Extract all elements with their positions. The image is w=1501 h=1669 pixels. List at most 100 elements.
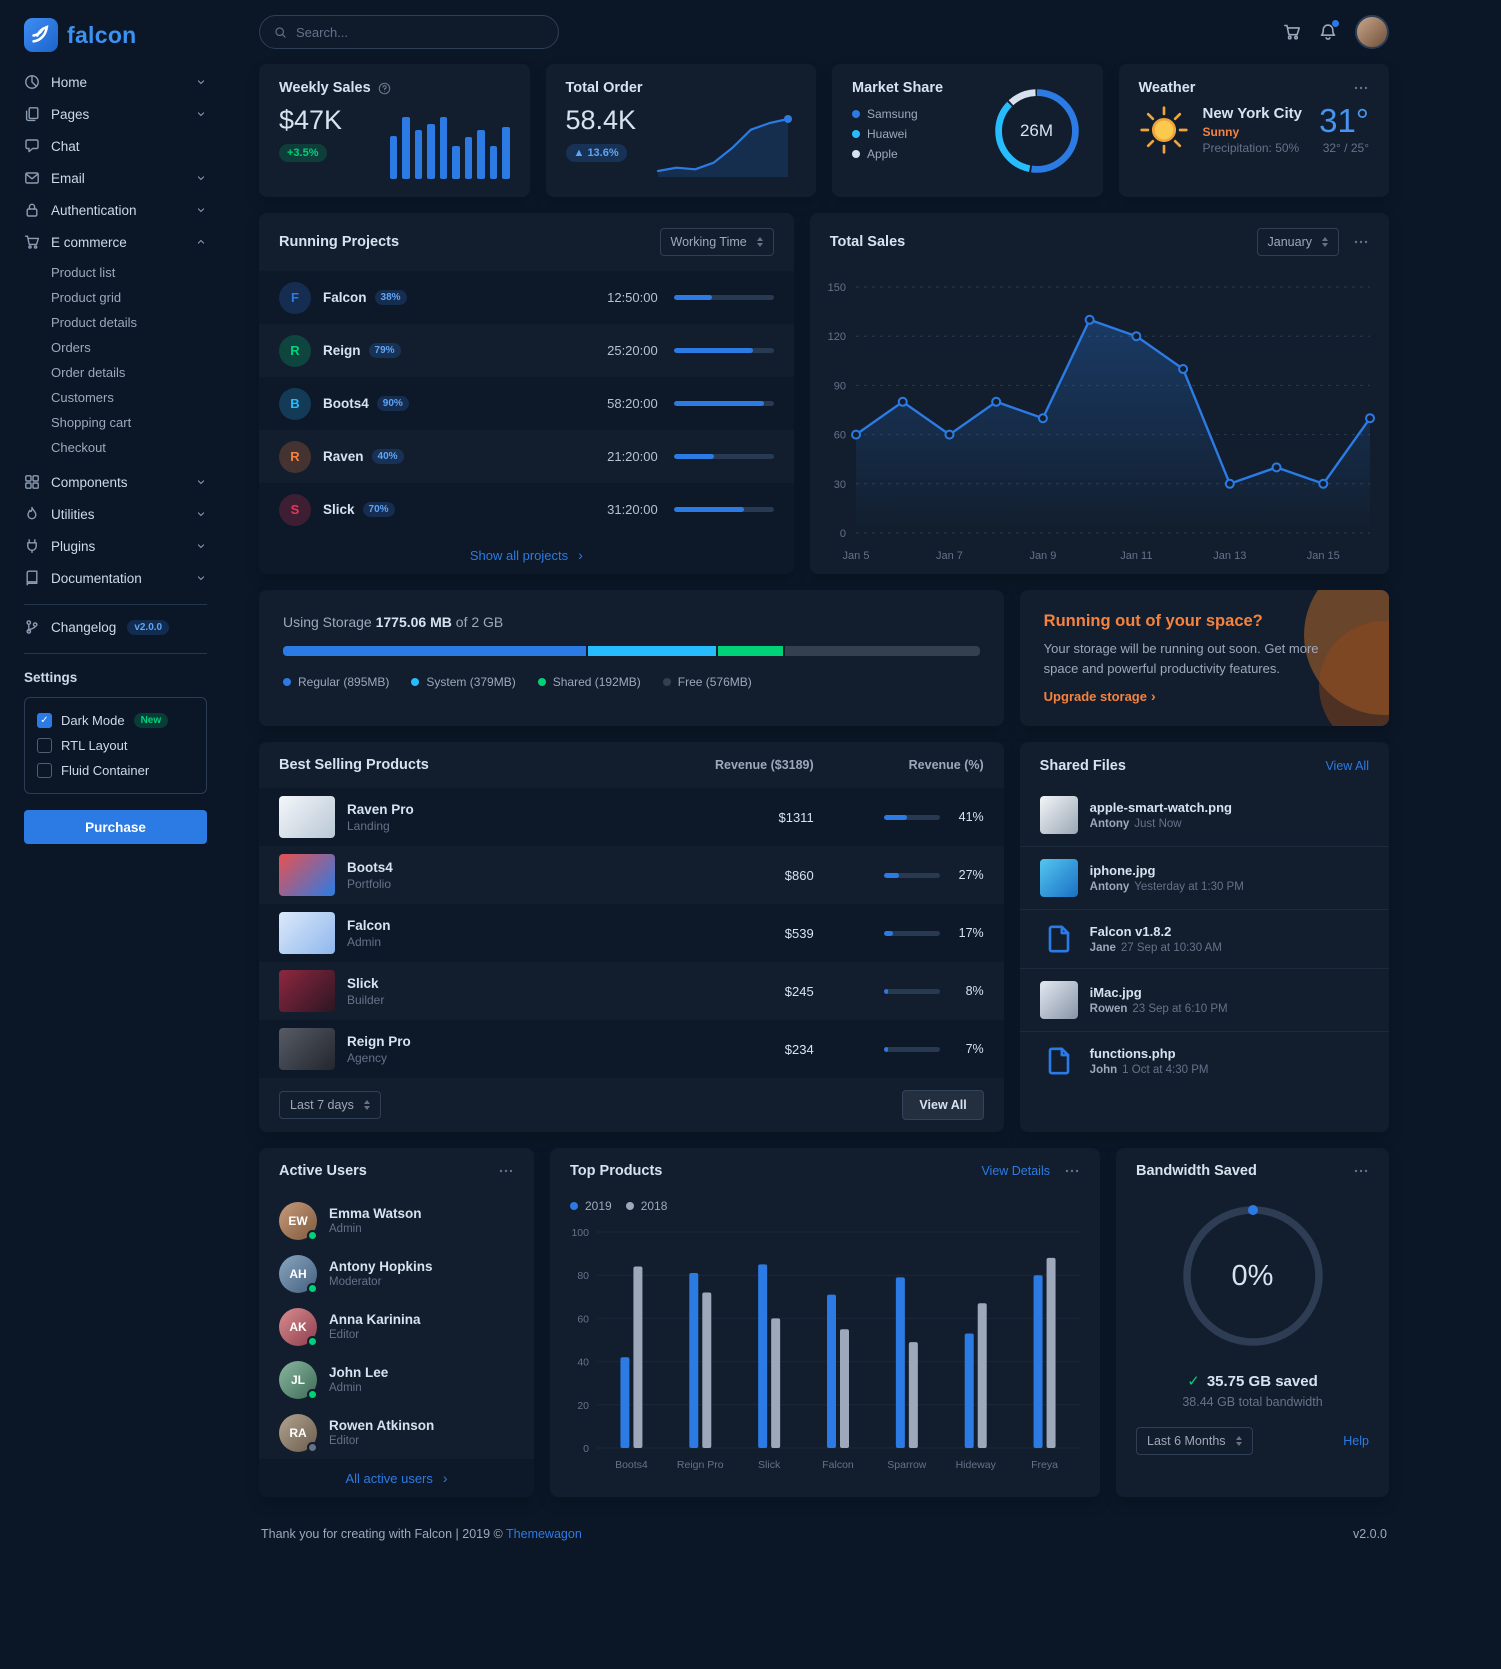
- sidebar-subitem-product-grid[interactable]: Product grid: [51, 290, 122, 305]
- shared-file-row[interactable]: functions.php John 1 Oct at 4:30 PM: [1019, 1031, 1389, 1090]
- user-name[interactable]: Emma Watson: [329, 1206, 422, 1221]
- user-name[interactable]: Rowen Atkinson: [329, 1418, 435, 1433]
- working-time-select[interactable]: Working Time: [659, 228, 774, 256]
- help-icon[interactable]: [378, 82, 391, 95]
- sidebar-item-utilities[interactable]: Utilities: [24, 498, 207, 530]
- sidebar-subitem-shopping-cart[interactable]: Shopping cart: [51, 415, 132, 430]
- sidebar-item-home[interactable]: Home: [24, 66, 207, 98]
- menu-dots-icon[interactable]: [1064, 1163, 1080, 1179]
- project-name[interactable]: Boots4: [323, 396, 369, 411]
- help-link[interactable]: Help: [1343, 1434, 1369, 1448]
- view-all-button[interactable]: View All: [902, 1090, 984, 1120]
- setting-rtl-layout[interactable]: RTL Layout: [37, 733, 194, 758]
- setting-dark-mode[interactable]: ✓ Dark Mode New: [37, 708, 194, 733]
- project-progress-badge: 79%: [368, 343, 401, 358]
- product-category[interactable]: Landing: [347, 818, 390, 833]
- all-active-users-link[interactable]: All active users: [259, 1459, 534, 1497]
- product-row: Reign Pro Agency $234 7%: [259, 1020, 1004, 1078]
- purchase-button[interactable]: Purchase: [24, 810, 207, 844]
- sidebar-item-authentication[interactable]: Authentication: [24, 194, 207, 226]
- user-name[interactable]: John Lee: [329, 1365, 389, 1380]
- brand[interactable]: falcon: [24, 10, 207, 66]
- shared-file-row[interactable]: apple-smart-watch.png Antony Just Now: [1020, 784, 1389, 846]
- product-name[interactable]: Slick: [347, 975, 379, 991]
- user-name[interactable]: Anna Karinina: [329, 1312, 421, 1327]
- search-input[interactable]: [296, 24, 544, 40]
- months-select[interactable]: Last 6 Months: [1136, 1427, 1253, 1455]
- date-range-select[interactable]: Last 7 days: [279, 1091, 381, 1119]
- product-name[interactable]: Falcon: [347, 917, 391, 933]
- checkbox-icon[interactable]: [37, 738, 52, 753]
- themewagon-link[interactable]: Themewagon: [506, 1527, 582, 1541]
- cart-icon[interactable]: [1283, 23, 1301, 41]
- sidebar-subitem-orders[interactable]: Orders: [51, 340, 91, 355]
- project-progress-badge: 40%: [371, 449, 404, 464]
- product-name[interactable]: Reign Pro: [347, 1033, 411, 1049]
- total-order-value: 58.4K: [565, 105, 637, 135]
- product-name[interactable]: Raven Pro: [347, 801, 414, 817]
- menu-dots-icon[interactable]: [1353, 80, 1369, 96]
- product-category[interactable]: Portfolio: [347, 876, 392, 891]
- project-avatar: R: [279, 440, 311, 473]
- shared-file-row[interactable]: iphone.jpg Antony Yesterday at 1:30 PM: [1019, 846, 1389, 909]
- user-name[interactable]: Antony Hopkins: [329, 1259, 433, 1274]
- product-category[interactable]: Agency: [347, 1050, 388, 1065]
- plugins-icon: [24, 538, 40, 554]
- file-name[interactable]: functions.php: [1089, 1046, 1176, 1061]
- sidebar-item-email[interactable]: Email: [24, 162, 207, 194]
- notifications-bell-icon[interactable]: [1319, 20, 1339, 41]
- project-name[interactable]: Falcon: [323, 290, 367, 305]
- show-all-projects-link[interactable]: Show all projects: [259, 536, 794, 574]
- sidebar-item-pages[interactable]: Pages: [24, 98, 207, 130]
- view-details-link[interactable]: View Details: [981, 1164, 1050, 1178]
- file-name[interactable]: Falcon v1.8.2: [1089, 924, 1172, 939]
- menu-dots-icon[interactable]: [1353, 1163, 1369, 1179]
- active-user-row[interactable]: RA Rowen Atkinson Editor: [259, 1406, 534, 1459]
- product-revenue-bar: [883, 988, 940, 994]
- active-user-row[interactable]: JL John Lee Admin: [259, 1353, 534, 1406]
- upgrade-storage-link[interactable]: Upgrade storage: [1044, 688, 1156, 704]
- legend-item-2018[interactable]: 2018: [625, 1196, 667, 1216]
- storage-card: Using Storage 1775.06 MB of 2 GB Regular…: [259, 590, 1004, 726]
- legend-item-2019[interactable]: 2019: [570, 1196, 612, 1216]
- project-name[interactable]: Slick: [323, 502, 355, 517]
- product-name[interactable]: Boots4: [347, 859, 393, 875]
- product-revenue-bar: [883, 872, 940, 878]
- month-select[interactable]: January: [1256, 228, 1339, 256]
- shared-file-row[interactable]: iMac.jpg Rowen 23 Sep at 6:10 PM: [1019, 968, 1389, 1031]
- sidebar-item-documentation[interactable]: Documentation: [24, 562, 207, 594]
- project-name[interactable]: Raven: [323, 449, 364, 464]
- menu-dots-icon[interactable]: [1353, 234, 1369, 250]
- sidebar-subitem-product-list[interactable]: Product list: [51, 265, 116, 280]
- checkbox-icon[interactable]: [37, 763, 52, 778]
- user-role: Editor: [329, 1329, 360, 1341]
- sidebar-subitem-customers[interactable]: Customers: [51, 390, 114, 405]
- sidebar-item-plugins[interactable]: Plugins: [24, 530, 207, 562]
- user-avatar[interactable]: [1355, 15, 1389, 49]
- product-category[interactable]: Builder: [347, 992, 385, 1007]
- product-category[interactable]: Admin: [347, 934, 382, 949]
- checkbox-icon[interactable]: ✓: [37, 713, 52, 728]
- sidebar-subitem-product-details[interactable]: Product details: [51, 315, 137, 330]
- project-name[interactable]: Reign: [323, 343, 361, 358]
- file-name[interactable]: iMac.jpg: [1089, 985, 1142, 1000]
- shared-file-row[interactable]: Falcon v1.8.2 Jane 27 Sep at 10:30 AM: [1019, 909, 1389, 968]
- view-all-link[interactable]: View All: [1325, 759, 1369, 773]
- sidebar-item-e-commerce[interactable]: E commerce: [24, 226, 207, 258]
- setting-fluid-container[interactable]: Fluid Container: [37, 758, 194, 783]
- active-user-row[interactable]: EW Emma Watson Admin: [259, 1194, 534, 1247]
- bandwidth-card: Bandwidth Saved 0% ✓ 35.75 GB saved 38.4…: [1116, 1148, 1389, 1497]
- file-name[interactable]: iphone.jpg: [1089, 863, 1156, 878]
- status-dot: [307, 1335, 318, 1347]
- menu-dots-icon[interactable]: [498, 1163, 514, 1179]
- total-sales-chart: 0 30 60 90 120 150 Jan 5 Jan 7 Jan 9 Jan 11 Jan 13…: [827, 282, 1375, 562]
- active-user-row[interactable]: AH Antony Hopkins Moderator: [259, 1247, 534, 1300]
- sidebar-subitem-order-details[interactable]: Order details: [51, 365, 126, 380]
- sidebar-item-components[interactable]: Components: [24, 466, 207, 498]
- sidebar-item-chat[interactable]: Chat: [24, 130, 207, 162]
- file-name[interactable]: apple-smart-watch.png: [1089, 800, 1232, 815]
- active-user-row[interactable]: AK Anna Karinina Editor: [259, 1300, 534, 1353]
- sidebar-item-changelog[interactable]: Changelog v2.0.0: [24, 604, 207, 649]
- status-dot: [307, 1441, 318, 1453]
- sidebar-subitem-checkout[interactable]: Checkout: [51, 440, 106, 455]
